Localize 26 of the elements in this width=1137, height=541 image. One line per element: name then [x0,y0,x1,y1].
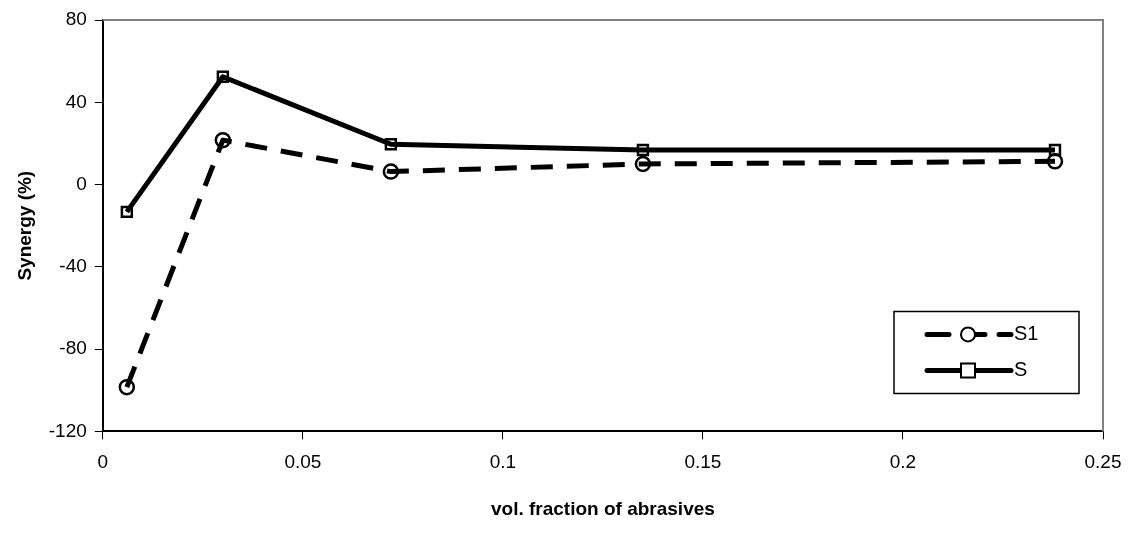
x-axis-title: vol. fraction of abrasives [490,497,715,519]
y-tick-label: -80 [59,337,87,359]
x-tick-label: 0.1 [489,451,517,473]
x-tick-label: 0.15 [684,451,722,473]
point [214,131,232,149]
point [634,155,652,173]
x-tick-label: 0.05 [284,451,322,473]
point [216,70,230,83]
y-tick-label: 80 [65,8,87,30]
y-tick-label: -120 [48,419,87,441]
y-tick-label: 40 [65,90,87,112]
legend-label: S [1014,357,1028,380]
x-tick-label: 0 [97,451,109,473]
point [1046,153,1064,170]
y-tick-label: 0 [76,172,87,194]
x-tick-label: 0.2 [889,451,917,473]
y-axis-title: Synergy (%) [13,170,35,281]
point [384,138,398,151]
point [1048,143,1062,157]
y-tick-label: -40 [59,255,87,277]
point [636,143,650,157]
point [382,163,400,180]
point [118,378,136,396]
legend-label: S1 [1014,321,1039,344]
point [120,205,134,219]
x-tick-label: 0.25 [1084,451,1122,473]
